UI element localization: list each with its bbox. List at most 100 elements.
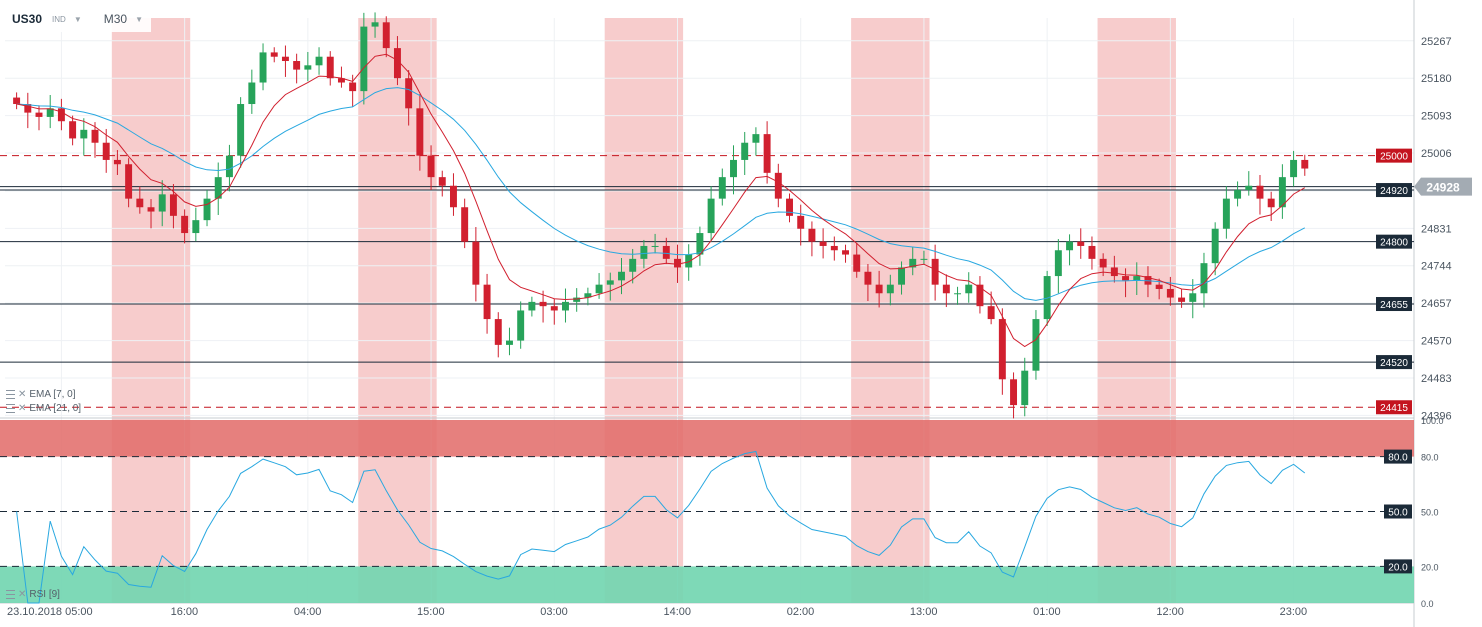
candle-body <box>69 121 77 139</box>
candle-body <box>382 22 390 49</box>
session-band <box>111 18 191 603</box>
candle-body <box>371 22 379 27</box>
candle-body <box>337 78 345 83</box>
candle-body <box>1200 263 1208 294</box>
candle-body <box>786 198 793 216</box>
timeframe-dropdown-icon[interactable]: ▼ <box>135 14 143 24</box>
close-icon[interactable]: ✕ <box>18 389 27 400</box>
candle-body <box>427 155 435 178</box>
candle-body <box>707 198 715 234</box>
rsi-line <box>16 450 1306 604</box>
candle-body <box>270 52 278 57</box>
timeframe-select[interactable]: M30 <box>103 12 128 26</box>
candle <box>1021 357 1029 417</box>
candle <box>24 92 32 129</box>
candle <box>438 170 446 197</box>
candle <box>259 43 267 91</box>
candle <box>1088 236 1096 270</box>
menu-icon[interactable] <box>6 404 15 413</box>
candle-body <box>651 245 659 247</box>
current-price-label: 24928 <box>1426 181 1460 195</box>
candle <box>192 207 200 242</box>
candle <box>752 127 760 156</box>
candle <box>853 242 861 278</box>
candle-body <box>629 258 637 272</box>
time-tick-label: 03:00 <box>540 606 568 618</box>
candle-body <box>1222 198 1230 229</box>
candle <box>640 239 648 269</box>
rsi-tick-label: 0.0 <box>1421 599 1434 609</box>
close-icon[interactable]: ✕ <box>18 589 27 600</box>
symbol-dropdown-icon[interactable]: ▼ <box>73 14 82 24</box>
candle <box>80 118 88 156</box>
candle <box>864 264 872 302</box>
candle <box>573 288 581 312</box>
candle-body <box>158 194 166 212</box>
candle <box>293 53 301 84</box>
menu-icon[interactable] <box>6 390 15 399</box>
candle <box>830 236 838 261</box>
candle-body <box>1021 370 1029 406</box>
candle <box>842 244 849 263</box>
current-price-tag-group: 24928 <box>1414 177 1472 196</box>
candle-body <box>1110 267 1118 277</box>
close-icon[interactable]: ✕ <box>18 403 27 414</box>
candle-body <box>326 56 334 79</box>
grid-lines <box>0 0 1415 627</box>
candle-body <box>1211 228 1219 264</box>
candle-body <box>360 26 368 92</box>
candle <box>91 122 99 158</box>
candle-body <box>931 258 939 285</box>
candle-body <box>842 250 849 255</box>
candle <box>270 47 278 63</box>
candle <box>416 94 424 171</box>
candle <box>1066 234 1074 266</box>
candle-body <box>741 142 749 160</box>
candle <box>707 186 715 243</box>
candle-body <box>405 78 413 109</box>
candle-body <box>91 129 99 143</box>
rsi-level-tag: 50.0 <box>1384 504 1412 519</box>
candle-body <box>147 207 155 212</box>
candle-body <box>1155 284 1163 289</box>
rsi-level-tag-bg <box>1384 559 1412 574</box>
candle-body <box>1088 245 1096 259</box>
candle-body <box>1290 159 1298 178</box>
level-tag-bg <box>1376 183 1412 198</box>
candle <box>181 209 189 244</box>
candle <box>562 288 569 323</box>
symbol-label[interactable]: US30 <box>12 12 43 26</box>
candle-body <box>987 306 995 320</box>
menu-icon[interactable] <box>6 590 15 599</box>
candle <box>304 51 312 82</box>
rsi-tick-label: 50.0 <box>1421 508 1439 518</box>
session-band <box>604 18 684 603</box>
price-tick-label: 25006 <box>1421 148 1452 160</box>
candle-body <box>225 155 233 178</box>
rsi-level-tag-bg <box>1384 504 1412 519</box>
candle <box>1122 268 1130 298</box>
candle-body <box>763 134 771 173</box>
ema21-line <box>16 87 1306 301</box>
rsi-axis: 100.0 80.0 50.0 20.0 0.0 <box>1421 416 1444 609</box>
candle <box>1133 262 1141 295</box>
candle-body <box>304 65 312 70</box>
candle-body <box>315 56 323 66</box>
candle <box>136 186 144 214</box>
candle-body <box>1278 177 1286 208</box>
ema7-legend-label: EMA [7, 0] <box>29 389 76 400</box>
candle <box>113 150 121 175</box>
candle <box>505 327 513 356</box>
candle <box>550 298 558 325</box>
candle <box>35 105 43 131</box>
candle-body <box>192 220 200 234</box>
candle <box>517 301 525 349</box>
candle-body <box>920 258 928 260</box>
oversold-zone <box>0 566 1414 603</box>
symbol-type: IND <box>52 14 66 24</box>
candle <box>741 131 749 175</box>
candle-body <box>942 284 950 294</box>
candle <box>1166 276 1174 306</box>
candle-body <box>35 112 43 117</box>
